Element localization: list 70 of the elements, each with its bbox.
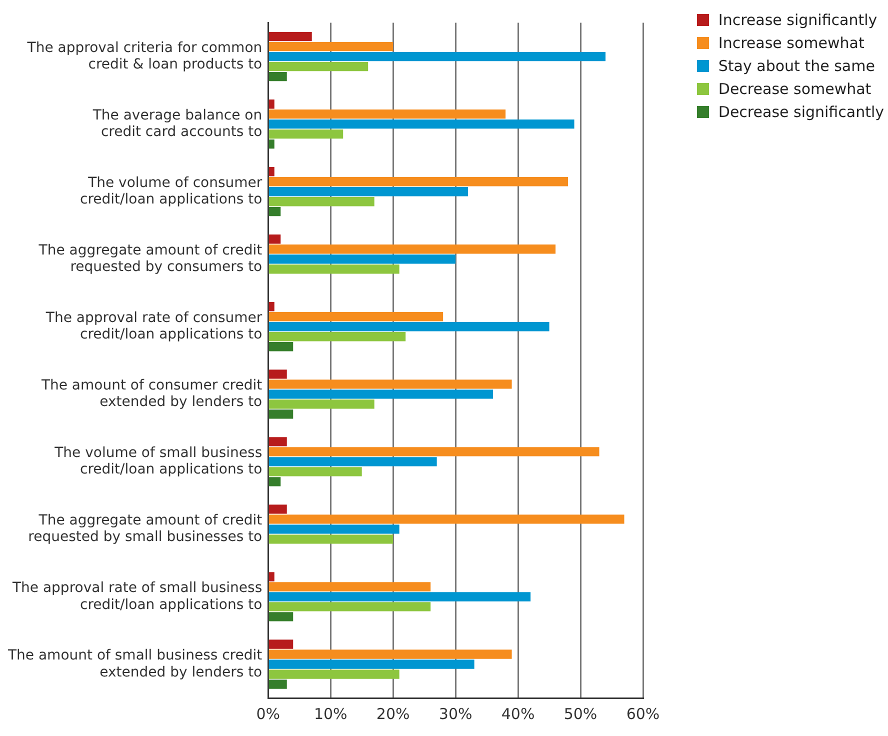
bar [268,640,294,649]
bar [268,206,281,216]
bar [268,390,494,399]
bar [268,302,274,312]
bar [268,234,281,244]
bar [268,582,431,592]
bar [268,52,606,62]
bar [268,72,287,82]
bar [268,196,374,206]
bar [268,264,400,274]
bar [268,177,568,186]
bar [268,524,400,534]
bar [268,100,274,109]
y-tick-label: The volume of consumer credit/loan applications to [80,174,262,208]
bar [268,312,444,322]
x-tick-label: 20% [376,704,410,723]
bar [268,380,512,389]
bar [268,370,287,379]
bar [268,680,287,689]
bar [268,650,512,659]
bar [268,447,600,456]
bar [268,322,550,332]
bar [268,129,344,139]
bar [268,534,394,544]
bar [268,332,406,342]
bar [268,139,274,149]
y-tick-label: The volume of small business credit/loan applications to [54,444,262,478]
legend-label: Increase significantly [718,10,878,28]
x-tick-label: 50% [564,704,598,723]
bar [268,670,400,679]
bar [268,504,287,514]
bar [268,477,281,486]
bar [268,437,287,446]
bar [268,514,624,524]
x-tick-label: 40% [501,704,535,723]
legend-label: Stay about the same [718,56,875,74]
bar [268,400,374,409]
bar [268,612,294,622]
y-tick-label: The approval criteria for common credit & loan products to [26,40,262,73]
bar [268,244,556,254]
bar [268,467,362,476]
bar [268,119,574,129]
bar [268,592,531,602]
y-tick-label: The amount of consumer credit extended by lenders to [40,377,263,410]
y-tick-label: The amount of small business credit extended by lenders to [6,647,263,680]
x-tick-label: 60% [626,704,660,723]
bar [268,42,394,52]
bar [268,457,437,466]
bar [268,660,474,669]
bar [268,254,456,264]
bar [268,572,274,582]
bar [268,167,274,176]
y-tick-label: The average balance on credit card accounts to [92,107,262,140]
y-tick-label: The aggregate amount of credit requested by consumers to [38,242,263,276]
x-tick-label: 30% [438,704,472,723]
bar [268,187,468,196]
bar [268,410,294,419]
bar [268,62,368,72]
bar [268,602,431,612]
bar [268,109,506,119]
legend-label: Decrease significantly [718,102,884,120]
legend-label: Increase somewhat [718,34,864,52]
bar [268,32,312,42]
y-tick-label: The aggregate amount of credit requested by small businesses to [28,512,263,546]
y-tick-label: The approval rate of small business credit/loan applications to [11,580,262,613]
x-tick-label: 10% [314,704,348,723]
legend-label: Decrease somewhat [718,80,872,98]
bar [268,342,294,352]
x-tick-label: 0% [256,704,280,723]
y-tick-label: The approval rate of consumer credit/loan applications to [44,310,262,343]
